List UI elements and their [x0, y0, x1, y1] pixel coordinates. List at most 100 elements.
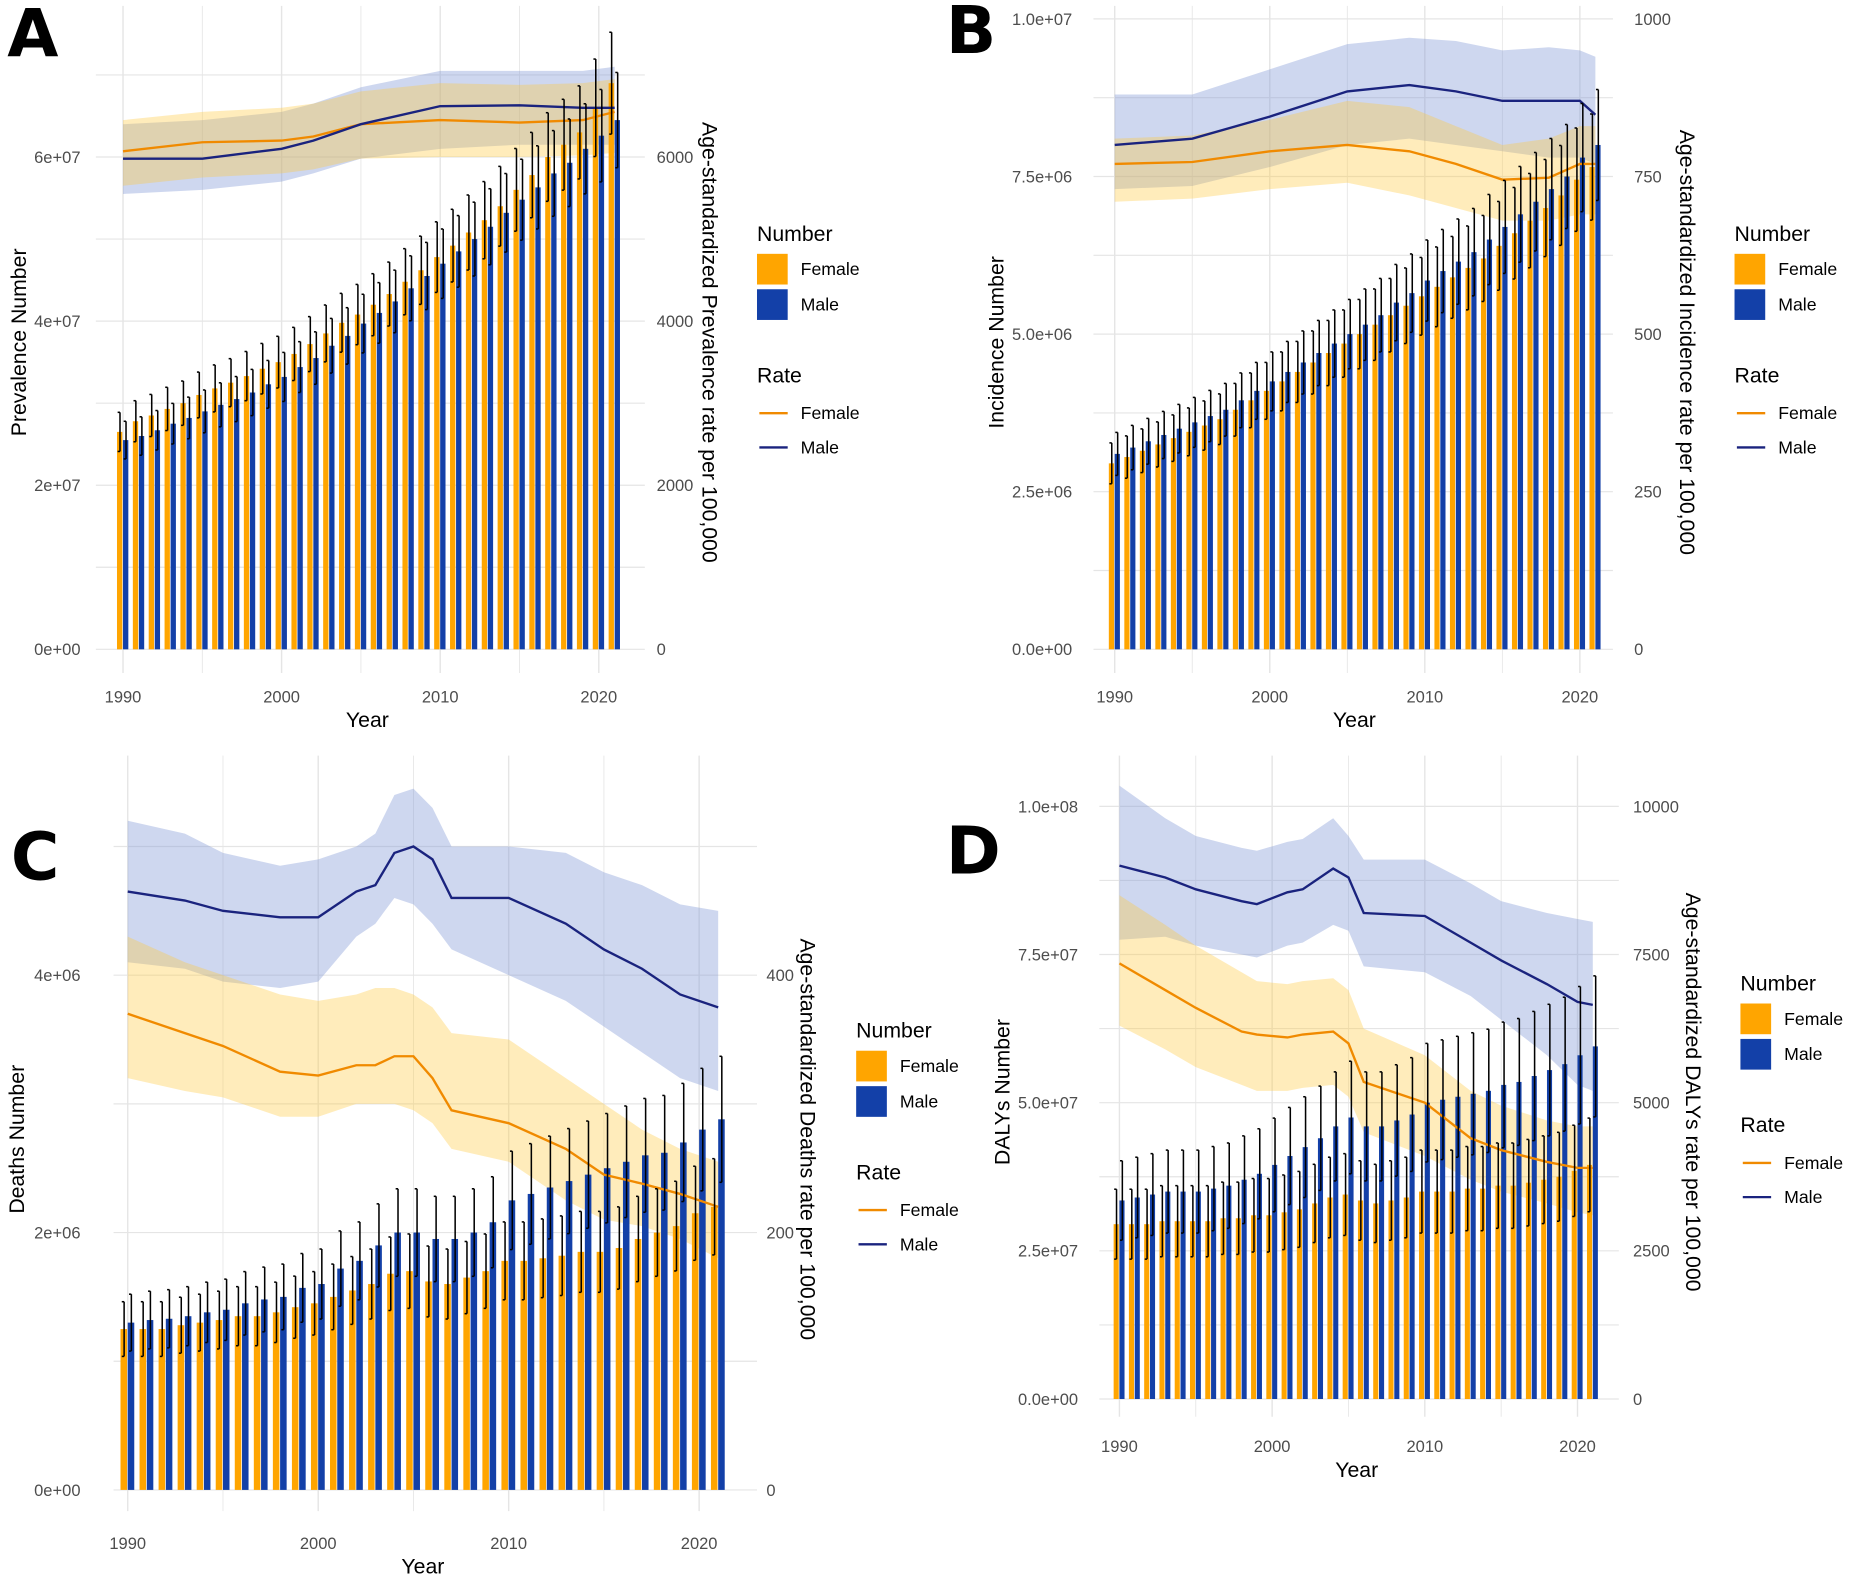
female-bar-2015	[1495, 1185, 1501, 1400]
female-bar-1994	[1170, 438, 1177, 650]
male-bar-2013	[487, 226, 494, 650]
female-bar-2008	[1387, 315, 1394, 650]
female-bar-2013	[481, 220, 488, 650]
x-tick-label: 2000	[1251, 687, 1288, 706]
male-bar-2008	[470, 1232, 478, 1490]
female-bar-2019	[1556, 1176, 1562, 1400]
male-bar-1999	[1256, 1173, 1262, 1400]
female-bar-2003	[368, 1284, 375, 1490]
male-bar-2007	[1378, 315, 1384, 650]
legend-female-swatch	[1740, 1003, 1772, 1035]
x-tick-label: 2000	[263, 687, 300, 706]
female-bar-2002	[349, 1290, 356, 1490]
female-bar-2020	[1571, 1170, 1577, 1400]
female-bar-2014	[577, 1251, 585, 1490]
female-bar-1993	[164, 408, 170, 650]
panel-label: B	[946, 0, 996, 69]
female-bar-2008	[1388, 1200, 1394, 1400]
female-bar-2012	[1449, 1191, 1455, 1400]
male-bar-2002	[313, 358, 319, 650]
male-bar-1992	[165, 1318, 173, 1490]
y-tick-label: 0.0e+00	[1012, 640, 1072, 659]
female-bar-2021	[1586, 1164, 1593, 1400]
x-tick-label: 2020	[681, 1534, 718, 1553]
y2-tick-label: 2500	[1633, 1242, 1670, 1261]
male-bar-2020	[699, 1129, 706, 1490]
female-bar-1994	[1174, 1221, 1180, 1400]
male-bar-2021	[1595, 144, 1601, 650]
male-bar-2004	[345, 335, 351, 650]
female-bar-2013	[1465, 267, 1471, 650]
male-bar-2017	[642, 1155, 649, 1490]
female-bar-1994	[196, 1322, 204, 1490]
y2-axis-title: Age-standardized Incidence rate per 100,…	[1675, 130, 1699, 555]
male-bar-1997	[261, 1299, 268, 1490]
y2-tick-label: 10000	[1633, 797, 1679, 816]
legend-female-swatch	[756, 253, 788, 285]
female-bar-2011	[520, 1260, 528, 1490]
legend-number-title: Number	[856, 1019, 932, 1043]
legend-male-swatch	[1740, 1038, 1772, 1070]
male-bar-2014	[1485, 1090, 1491, 1400]
male-bar-2010	[1424, 1102, 1430, 1400]
male-bar-2016	[622, 1161, 630, 1490]
panel-a: 1990 2000 2010 2020 0e+00 2e+07 4e+07 6e+07 0 200…	[7, 0, 860, 732]
male-bar-2015	[519, 199, 525, 650]
legend-male-bar-label: Male	[1784, 1044, 1823, 1064]
female-bar-2021	[1589, 167, 1595, 650]
female-bar-2012	[1449, 277, 1456, 650]
female-bar-1990	[1108, 463, 1115, 650]
female-bar-2020	[592, 107, 599, 650]
male-rate-line	[127, 845, 719, 1009]
y-tick-label: 4e+06	[34, 966, 80, 985]
female-bar-1997	[1220, 1218, 1226, 1400]
legend-female-line-label: Female	[801, 403, 860, 423]
y-tick-label: 2e+06	[34, 1223, 80, 1242]
male-bar-1993	[170, 423, 176, 650]
x-tick-label: 2010	[490, 1534, 527, 1553]
y-tick-label: 2e+07	[34, 476, 80, 495]
male-bar-2004	[394, 1232, 401, 1490]
male-bar-2016	[1516, 1081, 1522, 1400]
female-bar-2014	[1480, 258, 1487, 650]
female-bar-2005	[1341, 343, 1347, 650]
male-bar-1991	[146, 1320, 154, 1490]
male-bar-2021	[718, 1119, 725, 1490]
legend-female-swatch	[856, 1050, 887, 1082]
legend-rate-title: Rate	[757, 364, 802, 388]
male-bar-2008	[1393, 302, 1399, 650]
female-bar-1996	[1201, 425, 1208, 650]
male-bar-2015	[1501, 1084, 1507, 1400]
female-bar-1990	[120, 1329, 128, 1490]
legend-male-swatch	[856, 1086, 887, 1117]
male-bar-2005	[1347, 334, 1353, 650]
male-bar-2002	[1302, 1147, 1308, 1400]
female-bar-2011	[1434, 1191, 1440, 1400]
female-bar-2019	[1558, 195, 1564, 650]
panel-label: D	[946, 813, 1001, 890]
female-bar-2001	[330, 1296, 337, 1490]
female-bar-2016	[1511, 233, 1518, 650]
female-rate-line	[1118, 962, 1593, 1170]
legend-male-swatch	[756, 289, 788, 320]
male-bar-2018	[567, 162, 573, 650]
female-bar-1999	[1248, 400, 1254, 650]
x-tick-label: 1990	[1101, 1437, 1138, 1456]
male-bar-2020	[1579, 157, 1586, 650]
female-bar-1992	[1144, 1224, 1150, 1400]
female-bar-2005	[354, 314, 361, 650]
legend-male-bar-label: Male	[1778, 294, 1817, 314]
male-bar-2019	[582, 148, 589, 650]
x-tick-label: 2010	[422, 687, 459, 706]
male-bar-2015	[603, 1168, 611, 1490]
y2-tick-label: 5000	[1633, 1094, 1670, 1113]
male-bar-2006	[1362, 324, 1368, 650]
male-bar-2009	[1409, 1114, 1415, 1400]
female-bar-1996	[1205, 1221, 1211, 1400]
legend-female-line-label: Female	[1778, 403, 1837, 423]
female-bar-1991	[1128, 1224, 1134, 1400]
female-bar-2009	[482, 1271, 489, 1490]
male-bar-2018	[1548, 189, 1555, 650]
male-bar-1990	[127, 1322, 135, 1490]
